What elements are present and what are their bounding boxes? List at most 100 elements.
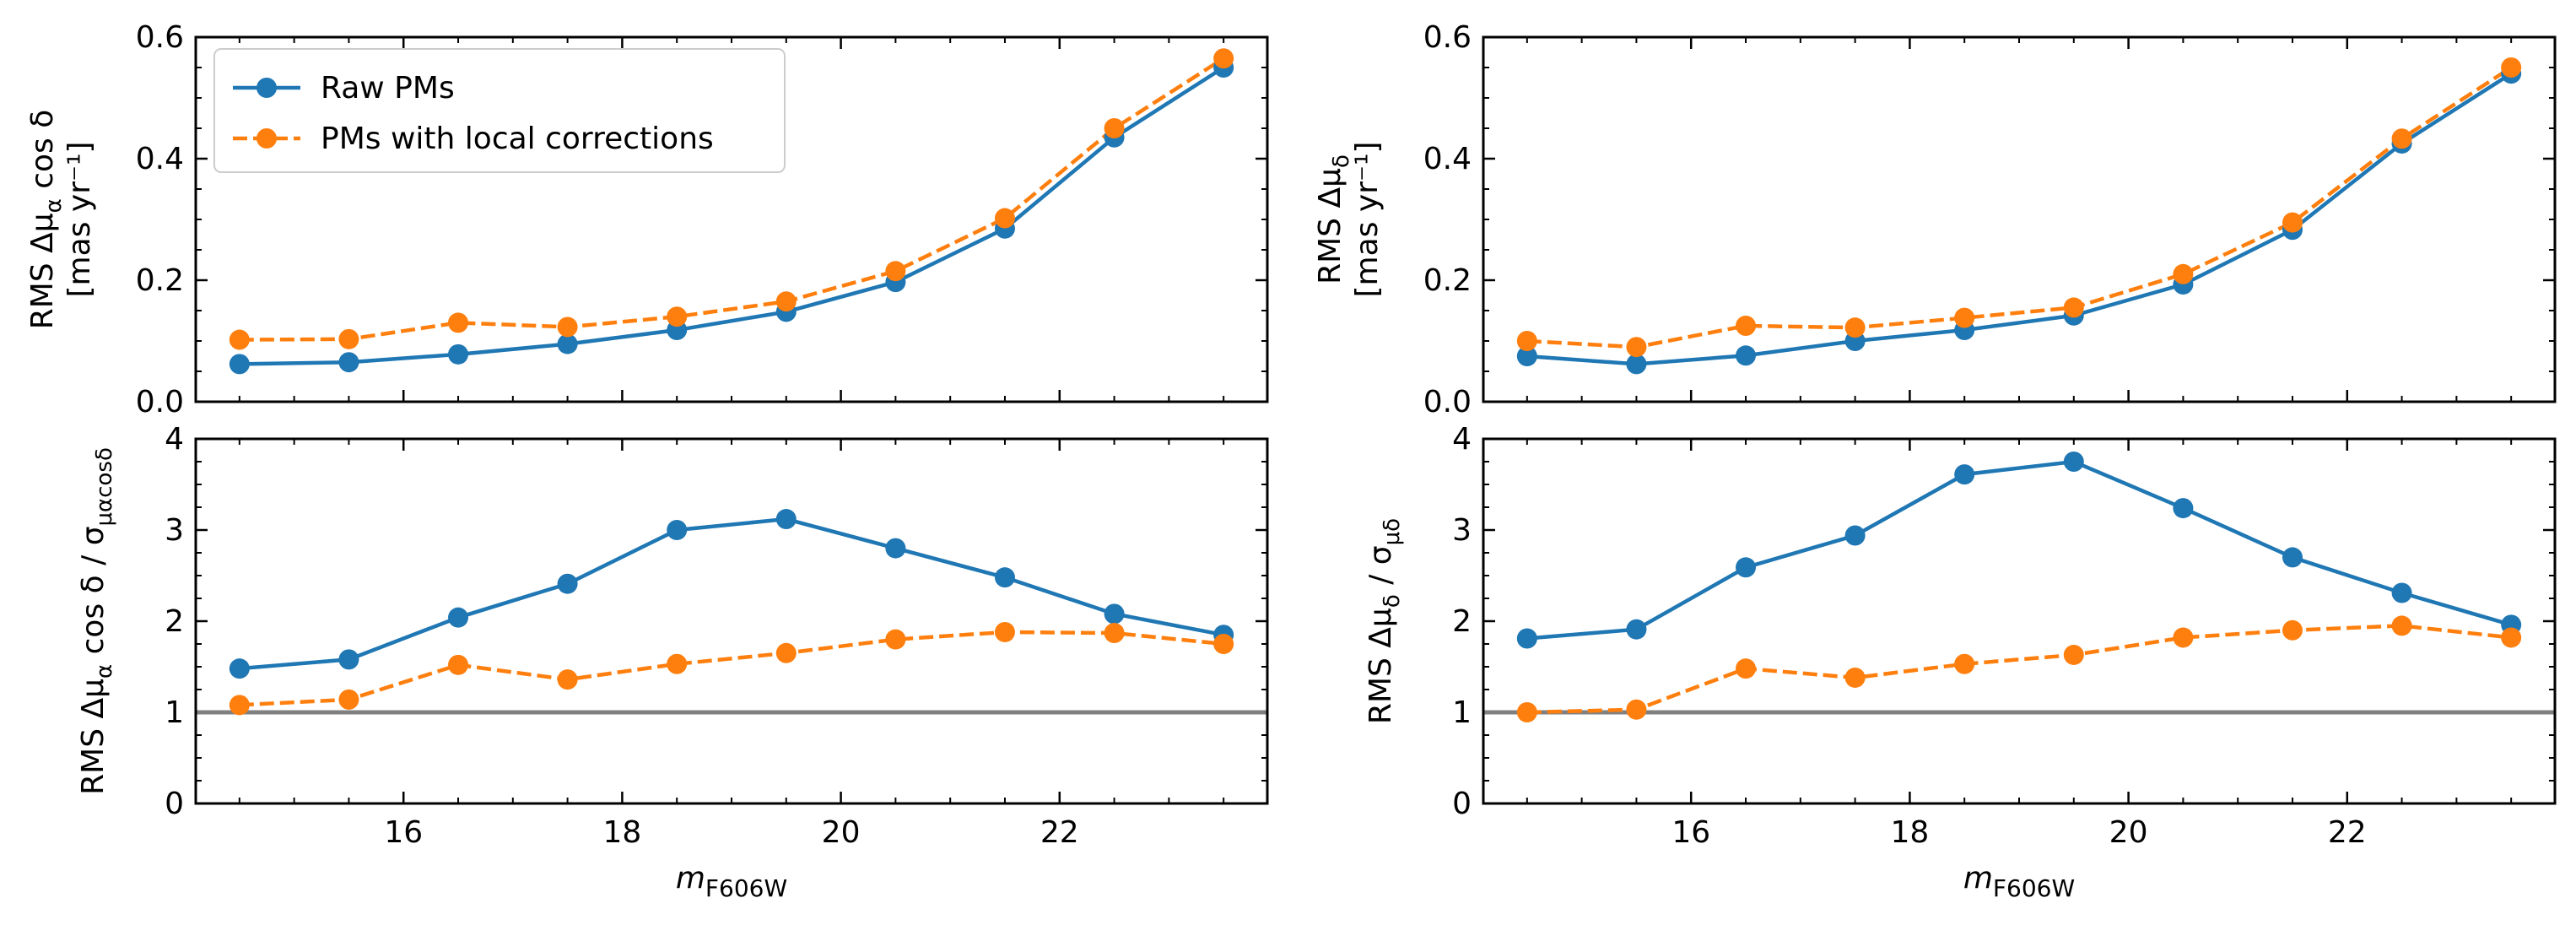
series-line-raw (239, 66, 1225, 366)
data-point-corrected (994, 208, 1015, 229)
x-tick-label: 20 (822, 815, 861, 850)
data-point-raw (667, 520, 688, 540)
y-axis-label: [mas yr⁻¹] (62, 142, 97, 298)
y-axis-label: RMS Δμα cos δ (25, 110, 67, 330)
data-point-corrected (1516, 331, 1537, 351)
y-tick-label: 4 (165, 422, 184, 457)
y-tick-label: 0.2 (1423, 263, 1472, 298)
y-tick-label: 4 (1452, 422, 1472, 457)
y-tick-label: 0 (165, 787, 184, 821)
axes-frame (194, 35, 1269, 403)
data-point-raw (2063, 452, 2084, 472)
data-point-raw (448, 343, 469, 365)
y-tick-label: 0.6 (136, 20, 184, 55)
x-tick-label: 22 (2328, 815, 2367, 850)
data-point-corrected (1954, 307, 1975, 328)
data-point-corrected (667, 306, 688, 327)
data-point-raw (1104, 603, 1125, 625)
data-point-raw (2391, 582, 2412, 603)
data-point-raw (1626, 619, 1647, 640)
data-point-raw (557, 333, 578, 354)
chart-bottom-left: 0 1 2 3 4 16 18 20 22 RMS Δμα cos δ / σμαcosδ mF60… (76, 422, 1269, 902)
y-tick-label: 1 (165, 695, 184, 730)
x-axis-label: mF606W (676, 861, 787, 902)
x-tick-label: 18 (1891, 815, 1930, 850)
legend-label: PMs with local corrections (321, 122, 714, 156)
y-tick-label: 0.0 (1423, 385, 1472, 419)
data-point-raw (448, 607, 469, 628)
series-line-corrected (1526, 624, 2512, 715)
data-point-raw (1954, 464, 1975, 485)
data-point-raw (557, 573, 578, 594)
data-point-corrected (1626, 699, 1647, 720)
axes-frame (194, 437, 1269, 805)
y-tick-label: 3 (165, 513, 184, 548)
y-tick-label: 0.2 (136, 263, 184, 298)
data-point-raw (1844, 525, 1866, 546)
data-point-raw (2282, 547, 2303, 568)
data-point-corrected (2501, 627, 2522, 648)
data-point-raw (338, 649, 359, 670)
y-axis-label: RMS Δμδ (1313, 154, 1354, 284)
y-tick-label: 2 (165, 604, 184, 639)
data-point-raw (338, 352, 359, 373)
x-tick-label: 16 (1671, 815, 1710, 850)
data-point-corrected (1104, 623, 1125, 644)
series-line-raw (239, 517, 1224, 671)
data-point-raw (229, 658, 250, 679)
series-line-corrected (1526, 66, 2513, 349)
data-point-corrected (1736, 658, 1757, 679)
data-point-corrected (2173, 263, 2194, 284)
data-point-corrected (448, 654, 469, 675)
x-tick-label: 20 (2109, 815, 2148, 850)
data-point-corrected (2501, 57, 2522, 78)
data-point-corrected (229, 695, 250, 716)
data-point-corrected (2063, 644, 2084, 665)
data-point-corrected (1213, 634, 1234, 654)
data-point-corrected (557, 669, 578, 690)
data-point-corrected (775, 642, 797, 663)
data-point-corrected (2391, 128, 2412, 149)
y-axis-label: [mas yr⁻¹] (1350, 142, 1385, 298)
data-point-raw (994, 567, 1015, 588)
data-point-corrected (885, 629, 906, 650)
legend-marker (257, 78, 277, 98)
data-point-corrected (338, 689, 359, 710)
data-point-raw (1626, 354, 1647, 375)
chart-top-right: 0.0 0.2 0.4 0.6 RMS Δμδ[mas yr⁻¹] (1313, 20, 2557, 419)
y-axis-label: RMS Δμδ / σμδ (1364, 518, 1405, 724)
data-point-raw (1516, 628, 1537, 649)
data-point-corrected (1516, 702, 1537, 722)
ticks (196, 437, 1267, 805)
data-point-raw (775, 509, 797, 530)
x-tick-label: 18 (603, 815, 642, 850)
data-point-corrected (1736, 316, 1757, 336)
y-axis-label: RMS Δμα cos δ / σμαcosδ (76, 447, 117, 795)
data-point-raw (1736, 557, 1757, 578)
data-point-corrected (1844, 317, 1866, 338)
y-tick-label: 2 (1452, 604, 1472, 639)
series-line-raw (1526, 72, 2513, 366)
data-point-raw (1516, 346, 1537, 366)
y-tick-label: 3 (1452, 513, 1472, 548)
y-tick-label: 1 (1452, 695, 1472, 730)
data-point-corrected (557, 316, 578, 338)
data-point-corrected (1844, 667, 1866, 688)
series-line-corrected (239, 630, 1224, 707)
data-point-corrected (2282, 619, 2303, 641)
y-tick-label: 0.0 (136, 385, 184, 419)
legend-box (213, 48, 786, 173)
legend-label: Raw PMs (321, 71, 455, 105)
data-point-corrected (994, 621, 1015, 642)
legend: Raw PMs PMs with local corrections (213, 48, 786, 173)
y-tick-label: 0.6 (1423, 20, 1472, 55)
y-tick-label: 0 (1452, 787, 1472, 821)
data-point-raw (1736, 345, 1757, 366)
data-point-corrected (667, 653, 688, 674)
data-point-corrected (1954, 653, 1975, 674)
axes-frame (1482, 437, 2557, 805)
x-tick-label: 16 (384, 815, 423, 850)
legend-marker (257, 128, 277, 149)
series-line-corrected (239, 57, 1225, 342)
